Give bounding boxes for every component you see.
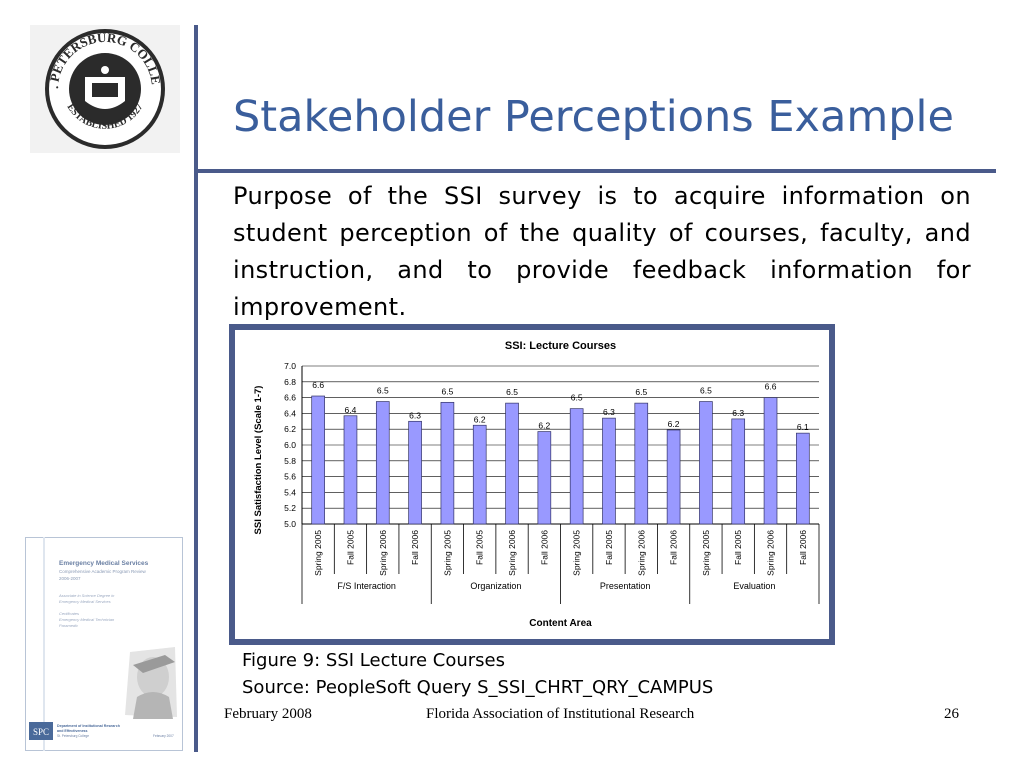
bar-data-label: 6.5 [377,386,389,396]
chart-title: SSI: Lecture Courses [505,340,616,352]
report-dept-line1: Department of Institutional Research [57,724,120,728]
y-axis-label: SSI Satisfaction Level (Scale 1-7) [253,386,264,535]
bar [666,429,681,525]
x-category-label: Fall 2005 [345,530,355,565]
y-tick-label: 5.8 [284,456,296,466]
y-tick-label: 6.4 [284,408,296,418]
bar [408,420,422,525]
bar-data-label: 6.3 [409,410,421,420]
x-category-label: Spring 2005 [313,530,323,576]
report-cover-image: Emergency Medical Services Comprehensive… [25,537,183,751]
y-tick-label: 6.2 [284,424,296,434]
ssi-bar-chart: SSI: Lecture Courses 5.0 5.2 5.4 5.6 5.8 6.0 6.… [253,340,820,629]
bar-data-label: 6.5 [441,386,453,396]
y-tick-label: 5.0 [284,519,296,529]
bar [537,431,552,525]
chart-frame: SSI: Lecture Courses 5.0 5.2 5.4 5.6 5.8 6.0 6.… [229,324,835,645]
report-degree-line2: Emergency Medical Services [59,599,111,604]
bar [699,401,713,525]
bar [731,418,746,525]
bar-data-label: 6.6 [312,380,324,390]
x-category-label: Spring 2005 [701,530,711,576]
college-logo: ST. PETERSBURG COLLEGE ESTABLISHED 1927 [30,25,180,153]
bar [472,424,487,525]
bar [634,402,649,525]
purpose-paragraph: Purpose of the SSI survey is to acquire … [233,182,971,321]
bar-data-label: 6.2 [668,419,680,429]
bar-data-label: 6.5 [700,386,712,396]
report-degree-line1: Associate in Science Degree in [58,593,115,598]
x-category-label: Fall 2005 [475,530,485,565]
source-caption: Source: PeopleSoft Query S_SSI_CHRT_QRY_… [242,677,714,698]
footer-date: February 2008 [224,706,312,722]
x-category-label: Fall 2006 [410,530,420,565]
report-date: February 2007 [153,734,174,738]
bar-data-label: 6.2 [538,421,550,431]
report-dept-line2: and Effectiveness [57,729,88,733]
report-badge: SPC [33,727,49,737]
bar-data-label: 6.2 [474,414,486,424]
x-category-label: Spring 2006 [636,530,646,576]
group-label: Organization [470,581,521,591]
bar-data-label: 6.3 [603,407,615,417]
figure-caption: Figure 9: SSI Lecture Courses [242,650,505,671]
vertical-rule [194,25,198,752]
bar-data-label: 6.5 [571,393,583,403]
x-category-label: Fall 2006 [798,530,808,565]
bar-data-label: 6.4 [345,405,357,415]
bar-data-label: 6.5 [635,387,647,397]
y-tick-label: 6.6 [284,393,296,403]
bar [569,408,584,525]
report-cert-line3: Paramedic [59,623,78,628]
y-tick-label: 5.6 [284,472,296,482]
y-tick-label: 6.8 [284,377,296,387]
page-title: Stakeholder Perceptions Example [233,92,954,142]
y-tick-label: 6.0 [284,440,296,450]
x-category-label: Spring 2005 [572,530,582,576]
bar-data-label: 6.5 [506,387,518,397]
x-category-label: Spring 2006 [378,530,388,576]
x-category-label: Fall 2006 [669,530,679,565]
bar [343,415,358,525]
bar-data-label: 6.6 [765,382,777,392]
bar [796,432,810,525]
report-cert-line1: Certificates [59,611,79,616]
report-cert-line2: Emergency Medical Technician [59,617,115,622]
y-tick-label: 5.2 [284,503,296,513]
bar [602,417,616,525]
y-tick-label: 7.0 [284,361,296,371]
x-category-label: Fall 2005 [604,530,614,565]
x-category-label: Spring 2006 [766,530,776,576]
x-category-label: Spring 2005 [442,530,452,576]
group-label: Evaluation [733,581,775,591]
bar [505,402,519,525]
bar-data-label: 6.3 [732,408,744,418]
x-axis-label: Content Area [529,618,592,629]
group-label: Presentation [600,581,651,591]
report-title: Emergency Medical Services [59,560,149,567]
bar [440,401,455,525]
report-years: 2006-2007 [59,576,81,581]
x-category-label: Fall 2005 [733,530,743,565]
footer-organization: Florida Association of Institutional Res… [426,706,695,722]
bar-data-label: 6.1 [797,422,809,432]
report-subtitle: Comprehensive Academic Program Review [59,569,147,574]
bar [311,395,325,525]
horizontal-rule [196,169,996,173]
x-category-label: Fall 2006 [539,530,549,565]
group-label: F/S Interaction [337,581,396,591]
footer-page-number: 26 [944,706,959,722]
bar [763,397,778,525]
x-category-label: Spring 2006 [507,530,517,576]
report-dept-line3: St. Petersburg College [57,734,89,738]
bar [375,401,390,525]
y-tick-label: 5.4 [284,487,296,497]
